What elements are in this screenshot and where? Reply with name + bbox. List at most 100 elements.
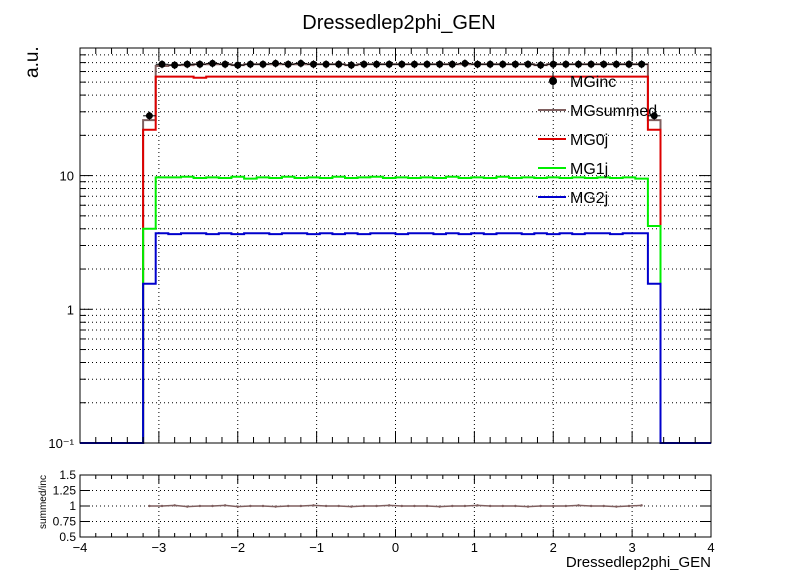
legend-marker xyxy=(549,77,557,85)
data-point-mginc xyxy=(537,61,545,69)
ratio-point xyxy=(236,505,239,508)
data-point-mginc xyxy=(625,60,633,68)
data-point-mginc xyxy=(385,60,393,68)
ratio-point xyxy=(375,504,378,508)
data-point-mginc xyxy=(209,59,217,67)
data-point-mginc xyxy=(524,60,532,68)
x-tick-label: 0 xyxy=(392,540,399,555)
y-tick-label: 10 xyxy=(60,169,74,184)
ratio-point xyxy=(514,504,517,508)
data-point-mginc xyxy=(448,60,456,68)
ratio-point xyxy=(312,504,315,507)
data-point-mginc xyxy=(322,60,330,68)
ratio-point xyxy=(198,504,202,508)
ratio-point xyxy=(400,504,404,508)
ratio-point xyxy=(425,504,429,508)
y-tick-label: 10⁻¹ xyxy=(48,436,74,451)
series-line-mg2j xyxy=(80,232,711,444)
data-point-mginc xyxy=(183,60,191,68)
data-point-mginc xyxy=(549,60,557,68)
ratio-y-tick-label: 0.5 xyxy=(59,530,76,544)
data-point-mginc xyxy=(196,60,204,68)
data-point-mginc xyxy=(145,112,153,120)
ratio-point xyxy=(463,504,467,508)
ratio-point xyxy=(451,504,454,508)
ratio-point xyxy=(223,504,227,507)
data-point-mginc xyxy=(221,60,229,68)
ratio-point xyxy=(488,504,492,508)
data-point-mginc xyxy=(638,60,646,68)
ratio-point xyxy=(324,504,328,508)
data-point-mginc xyxy=(600,60,608,68)
data-point-mginc xyxy=(587,60,595,68)
data-point-mginc xyxy=(360,60,368,68)
ratio-point xyxy=(627,504,631,508)
data-point-mginc xyxy=(562,60,570,68)
ratio-point xyxy=(476,504,479,507)
main-series xyxy=(80,59,711,444)
ratio-line xyxy=(149,504,642,508)
legend: MGinc MGsummed MG0j MG1j MG2j xyxy=(538,73,657,207)
ratio-point xyxy=(615,505,618,508)
data-point-mginc xyxy=(246,60,254,68)
ratio-point xyxy=(274,505,277,508)
data-point-mginc xyxy=(423,60,431,68)
ratio-y-tick-label: 1 xyxy=(69,499,76,513)
ratio-point xyxy=(148,504,151,508)
legend-label: MGsummed xyxy=(570,103,657,120)
x-tick-label: 4 xyxy=(707,540,714,555)
x-tick-label: 3 xyxy=(629,540,636,555)
x-tick-label: −2 xyxy=(230,540,245,555)
ratio-point xyxy=(287,504,290,508)
ratio-point xyxy=(501,504,504,508)
legend-item-mg0j: MG0j xyxy=(538,132,608,149)
data-point-mginc xyxy=(284,60,292,68)
legend-label: MG1j xyxy=(570,161,608,178)
x-axis-label: Dressedlep2phi_GEN xyxy=(566,554,711,571)
ratio-point xyxy=(387,504,391,507)
ratio-point xyxy=(640,504,643,507)
ratio-point xyxy=(261,504,265,508)
data-point-mginc xyxy=(511,60,519,68)
data-point-mginc xyxy=(461,59,469,67)
ratio-point xyxy=(438,505,441,508)
data-point-mginc xyxy=(335,60,343,68)
x-tick-label: 1 xyxy=(471,540,478,555)
ratio-point xyxy=(186,505,189,508)
series-line-mg0j xyxy=(80,75,711,444)
ratio-point xyxy=(564,504,568,508)
ratio-point xyxy=(173,504,176,507)
data-point-mginc xyxy=(373,60,381,68)
ratio-y-tick-label: 1.25 xyxy=(53,484,77,498)
data-point-mginc xyxy=(297,59,305,67)
data-point-mginc xyxy=(436,60,444,68)
ratio-y-axis-label: summed/inc xyxy=(38,475,49,529)
x-tick-label: 2 xyxy=(550,540,557,555)
legend-item-mg1j: MG1j xyxy=(538,161,608,178)
data-point-mginc xyxy=(574,60,582,68)
y-axis-label: a.u. xyxy=(22,46,43,78)
data-point-mginc xyxy=(410,60,418,68)
ratio-point xyxy=(552,504,555,508)
legend-item-mg2j: MG2j xyxy=(538,190,608,207)
ratio-series xyxy=(148,504,643,508)
legend-label: MG2j xyxy=(570,190,608,207)
data-point-mginc xyxy=(398,60,406,68)
data-point-mginc xyxy=(612,60,620,68)
data-point-mginc xyxy=(486,60,494,68)
data-point-mginc xyxy=(171,61,179,69)
ratio-point xyxy=(160,504,164,508)
legend-label: MG0j xyxy=(570,132,608,149)
data-point-mginc xyxy=(650,112,658,120)
data-point-mginc xyxy=(474,60,482,68)
data-point-mginc xyxy=(158,60,166,68)
series-line-mgsummed xyxy=(80,63,711,444)
ratio-point xyxy=(539,504,542,508)
chart-title: Dressedlep2phi_GEN xyxy=(302,12,495,34)
ratio-y-tick-label: 1.5 xyxy=(59,468,76,482)
data-point-mginc xyxy=(347,61,355,69)
x-tick-label: −4 xyxy=(73,540,88,555)
